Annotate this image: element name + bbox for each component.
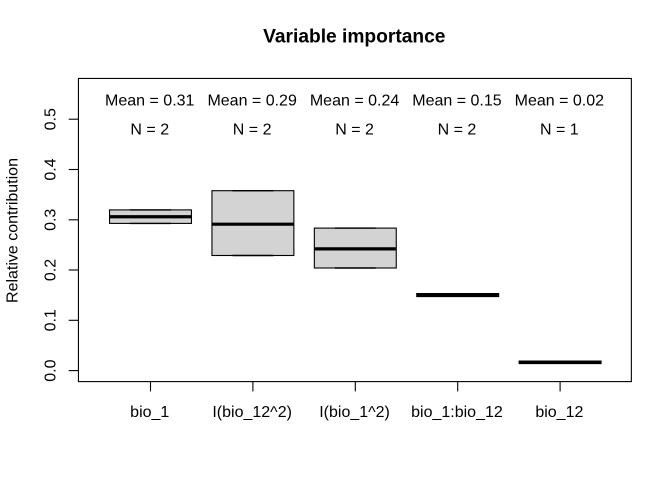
svg-text:0.4: 0.4	[42, 158, 59, 180]
svg-text:Mean = 0.15: Mean = 0.15	[412, 93, 502, 110]
svg-text:Mean = 0.02: Mean = 0.02	[515, 93, 605, 110]
svg-text:I(bio_1^2): I(bio_1^2)	[319, 404, 390, 421]
svg-text:N = 2: N = 2	[130, 121, 169, 138]
svg-text:0.2: 0.2	[42, 259, 59, 281]
svg-text:bio_12: bio_12	[535, 404, 583, 421]
svg-text:Relative contribution: Relative contribution	[5, 158, 22, 303]
svg-text:0.3: 0.3	[42, 209, 59, 231]
svg-text:0.5: 0.5	[42, 108, 59, 130]
svg-text:bio_1:bio_12: bio_1:bio_12	[411, 404, 503, 421]
svg-text:Mean = 0.24: Mean = 0.24	[310, 93, 400, 110]
svg-text:0.1: 0.1	[42, 309, 59, 331]
svg-text:N = 1: N = 1	[540, 121, 579, 138]
svg-text:N = 2: N = 2	[438, 121, 477, 138]
svg-text:Mean = 0.29: Mean = 0.29	[207, 93, 297, 110]
svg-text:0.0: 0.0	[42, 359, 59, 381]
svg-text:I(bio_12^2): I(bio_12^2)	[212, 404, 292, 421]
svg-text:N = 2: N = 2	[233, 121, 272, 138]
svg-text:Mean = 0.31: Mean = 0.31	[105, 93, 195, 110]
svg-text:N = 2: N = 2	[335, 121, 374, 138]
svg-text:Variable importance: Variable importance	[263, 26, 446, 47]
svg-text:bio_1: bio_1	[130, 404, 169, 421]
